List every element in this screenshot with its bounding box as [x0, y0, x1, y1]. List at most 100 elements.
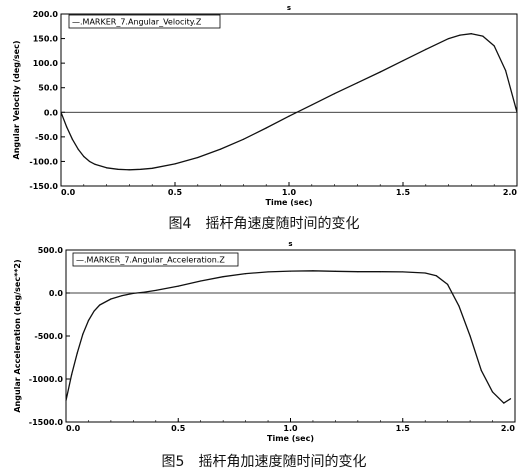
chart2-title: s	[288, 240, 292, 248]
chart1-data-point	[77, 148, 79, 150]
chart2-data-point	[424, 272, 426, 274]
chart2-x-axis-label: Time (sec)	[267, 434, 314, 443]
chart1-y-axis-label: Angular Velocity (deg/sec)	[12, 41, 21, 160]
chart1-data-point	[516, 111, 518, 113]
chart1-data-point	[493, 45, 495, 47]
chart2-y-tick-label: -500.0	[34, 332, 63, 341]
chart1-data-point	[402, 60, 404, 62]
chart2-series-line	[65, 270, 511, 404]
chart1-x-tick-label: 0.0	[61, 188, 76, 197]
chart1-data-point	[71, 138, 73, 140]
chart1-y-tick-label: -50.0	[35, 133, 58, 142]
chart2-data-point	[82, 333, 84, 335]
chart2-y-tick-label: 0.0	[49, 289, 64, 298]
chart2-data-point	[509, 398, 512, 400]
chart1-data-point	[66, 126, 68, 128]
chart1-data-point	[117, 168, 119, 170]
chart2-data-point	[76, 352, 78, 354]
chart2-data-point	[267, 271, 269, 273]
chart2-data-point	[491, 391, 494, 393]
chart1-data-point	[242, 138, 244, 140]
chart2-data-point	[447, 283, 449, 285]
chart1-data-point	[356, 82, 358, 84]
chart2-data-point	[121, 294, 123, 297]
chart1-data-point	[470, 33, 472, 35]
chart1-data-point	[459, 34, 461, 36]
chart1-data-point	[106, 167, 108, 169]
chart2-data-point	[312, 270, 314, 272]
chart1-data-point	[334, 93, 336, 95]
chart1-data-point	[83, 155, 85, 158]
chart1-legend-label: —.MARKER_7.Angular_Velocity.Z	[72, 18, 202, 27]
chart1-data-point	[174, 163, 176, 165]
chart2-y-axis-label: Angular Acceleration (deg/sec**2)	[13, 259, 22, 412]
chart2-x-tick-label: 1.0	[283, 424, 298, 433]
chart1-legend-box	[68, 14, 221, 29]
chart1-y-tick-label: 50.0	[38, 84, 58, 93]
chart1-y-tick-label: 100.0	[33, 59, 59, 68]
chart2-data-point	[357, 271, 359, 273]
chart1-data-point	[151, 167, 153, 169]
chart1-data-point	[425, 48, 427, 50]
chart1-figure-caption: 图4 摇杆角速度随时间的变化	[169, 216, 360, 232]
chart1-data-point	[311, 104, 313, 106]
chart1-data-point	[128, 169, 130, 171]
chart1-data-point	[379, 71, 381, 73]
chart1-data-point	[288, 115, 290, 117]
chart2-x-tick-label: 0.0	[66, 424, 81, 433]
chart1-data-point	[448, 37, 450, 40]
chart2-data-point	[222, 276, 224, 278]
chart2-data-point	[87, 319, 90, 322]
chart1-series-line	[60, 33, 518, 171]
chart1-data-point	[60, 111, 62, 113]
chart2-legend-box	[72, 252, 239, 267]
chart2-plot-frame	[65, 249, 516, 423]
chart2-y-tick-label: 500.0	[38, 246, 64, 255]
chart2-data-point	[503, 402, 505, 404]
chart1-data-point	[220, 148, 222, 150]
chart1-x-tick-label: 1.0	[282, 188, 297, 197]
chart2-data-point	[379, 271, 381, 273]
chart2-data-point	[469, 335, 471, 337]
chart1-y-tick-label: 0.0	[44, 108, 59, 117]
chart2-y-tick-label: -1500.0	[29, 418, 64, 427]
chart2-data-point	[458, 305, 460, 307]
chart2-x-tick-label: 0.5	[171, 424, 186, 433]
chart2-data-point	[289, 270, 292, 272]
chart1-y-tick-label: -100.0	[29, 157, 58, 166]
chart2-data-point	[177, 285, 179, 287]
chart1-x-tick-label: 0.5	[168, 188, 183, 197]
chart2-data-point	[93, 310, 95, 312]
chart2-data-point	[480, 369, 482, 371]
chart2-data-point	[110, 298, 112, 300]
chart1-data-point	[505, 69, 507, 72]
chart1-title: s	[287, 4, 291, 12]
chart2-x-tick-label: 1.5	[396, 424, 411, 433]
chart1-data-point	[482, 35, 484, 37]
chart2-data-point	[334, 270, 336, 272]
chart2-data-point	[245, 273, 247, 275]
chart2-data-point	[402, 271, 404, 273]
chart1-data-point	[140, 168, 142, 170]
chart2-legend-label: —.MARKER_7.Angular_Acceleration.Z	[76, 256, 225, 265]
chart2-data-point	[143, 291, 146, 293]
chart2-data-point	[132, 292, 134, 295]
chart2-data-point	[65, 399, 67, 402]
chart1-data-point	[88, 160, 91, 163]
chart1-x-tick-label: 1.5	[396, 188, 411, 197]
chart2-data-point	[200, 280, 202, 282]
chart1-data-point	[94, 163, 96, 165]
chart2-figure-caption: 图5 摇杆角加速度随时间的变化	[162, 454, 367, 470]
chart1-data-point	[197, 156, 199, 159]
chart2-data-point	[155, 289, 157, 292]
chart2-data-point	[71, 374, 73, 376]
chart1-y-tick-label: -150.0	[29, 182, 58, 191]
chart2-data-point	[99, 304, 101, 306]
chart1-y-tick-label: 150.0	[33, 35, 59, 44]
chart1-plot-frame	[60, 13, 518, 187]
chart2-data-point	[435, 275, 438, 277]
chart1-x-tick-label: 2.0	[503, 188, 518, 197]
chart1-y-tick-label: 200.0	[33, 10, 59, 19]
chart2-x-tick-label: 2.0	[501, 424, 516, 433]
